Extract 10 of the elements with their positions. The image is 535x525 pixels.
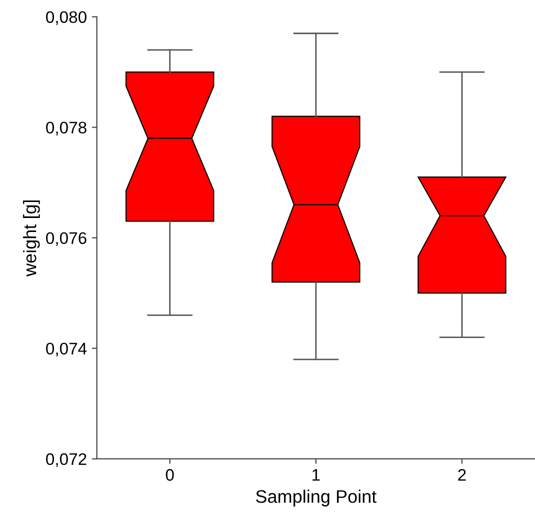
x-axis-title: Sampling Point (256, 490, 377, 506)
y-tick-label: 0,078 (46, 122, 86, 136)
x-tick-label: 0 (166, 469, 174, 481)
x-tick-label: 2 (458, 469, 466, 481)
y-tick-label: 0,072 (46, 453, 86, 468)
y-tick-label: 0,074 (46, 342, 87, 357)
x-tick-label: 1 (312, 469, 320, 481)
y-tick-label: 0,076 (46, 232, 86, 246)
y-tick-label: 0,080 (46, 11, 86, 25)
y-axis-title: weight [g] (23, 200, 40, 276)
